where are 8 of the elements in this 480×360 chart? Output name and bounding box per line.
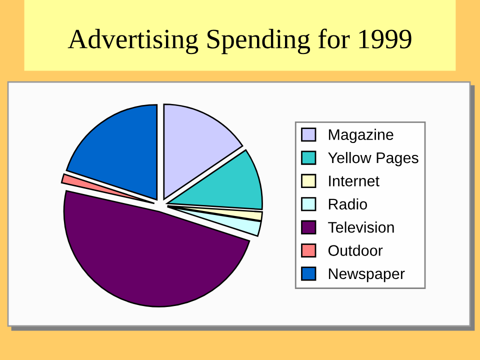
legend-label: Outdoor [328, 244, 383, 256]
legend-label: Radio [328, 198, 367, 210]
legend-label: Yellow Pages [328, 152, 418, 166]
chart-title: Advertising Spending for 1999 [68, 28, 412, 54]
legend-label: Newspaper [328, 268, 405, 282]
legend-label: Magazine [328, 128, 394, 144]
legend-label: Television [328, 222, 394, 233]
legend-label: Internet [329, 176, 380, 186]
